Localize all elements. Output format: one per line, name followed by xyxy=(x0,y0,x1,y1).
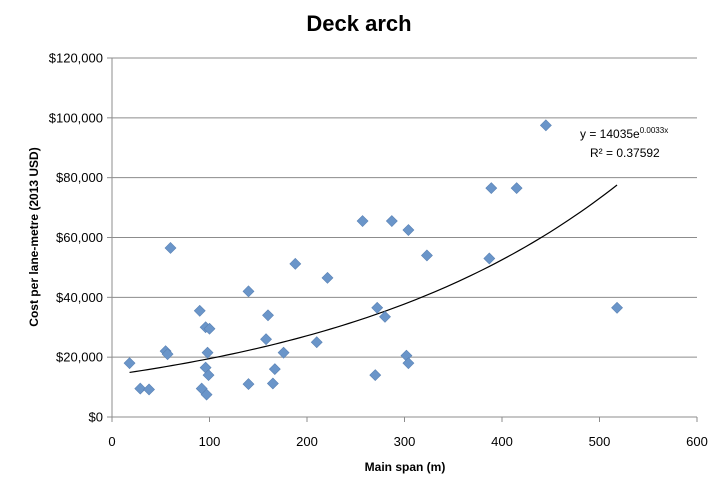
data-point xyxy=(421,249,433,262)
y-tick-label: $0 xyxy=(89,410,103,425)
x-tick-label: 600 xyxy=(686,434,708,449)
data-point xyxy=(200,388,213,401)
data-point xyxy=(201,346,214,359)
data-point xyxy=(510,182,523,195)
x-axis-title: Main span (m) xyxy=(365,460,446,474)
data-point xyxy=(143,383,155,396)
data-point xyxy=(310,336,323,349)
axes xyxy=(107,57,698,422)
x-tick-label: 200 xyxy=(296,434,318,449)
data-point xyxy=(402,224,415,236)
data-point xyxy=(262,309,274,322)
data-point xyxy=(202,369,215,382)
data-point xyxy=(356,215,369,227)
data-point xyxy=(321,271,334,284)
trendline-r2: R² = 0.37592 xyxy=(590,146,660,160)
data-point xyxy=(371,301,384,314)
x-tick-label: 0 xyxy=(108,434,115,449)
x-tick-labels: 0 100 200 300 400 500 600 xyxy=(108,434,707,449)
y-tick-label: $60,000 xyxy=(56,230,103,245)
data-point xyxy=(379,310,391,323)
x-tick-label: 300 xyxy=(394,434,416,449)
data-point xyxy=(369,369,382,382)
data-point xyxy=(260,333,272,346)
data-point xyxy=(483,252,496,265)
data-points xyxy=(123,119,623,401)
data-point xyxy=(402,357,415,370)
data-point xyxy=(539,119,552,132)
trendline-equation: y = 14035e0.0033x xyxy=(580,126,668,141)
data-point xyxy=(268,363,281,376)
y-tick-label: $80,000 xyxy=(56,170,103,185)
data-point xyxy=(134,382,147,395)
y-tick-label: $100,000 xyxy=(49,110,103,125)
data-point xyxy=(164,242,177,254)
x-tick-label: 400 xyxy=(491,434,513,449)
gridlines xyxy=(112,57,697,358)
trendline xyxy=(129,184,618,374)
y-tick-label: $120,000 xyxy=(49,51,103,66)
data-point xyxy=(123,357,136,370)
y-tick-label: $40,000 xyxy=(56,290,103,305)
data-point xyxy=(266,377,279,390)
data-point xyxy=(485,182,498,195)
y-tick-label: $20,000 xyxy=(56,350,103,365)
data-point xyxy=(203,322,216,335)
data-point xyxy=(193,304,206,317)
data-point xyxy=(385,215,398,227)
y-tick-labels: $0 $20,000 $40,000 $60,000 $80,000 $100,000 $1… xyxy=(49,51,103,425)
trendline-equation-exponent: 0.0033x xyxy=(640,126,668,135)
data-point xyxy=(242,378,255,391)
trendline-equation-base: y = 14035e xyxy=(580,127,640,141)
data-point xyxy=(277,346,290,359)
chart-title: Deck arch xyxy=(306,11,411,36)
data-point xyxy=(611,301,623,314)
data-point xyxy=(161,348,174,361)
y-axis-title: Cost per lane-metre (2013 USD) xyxy=(27,147,41,326)
data-point xyxy=(242,285,255,298)
data-point xyxy=(289,257,302,270)
x-tick-label: 100 xyxy=(199,434,221,449)
x-tick-label: 500 xyxy=(589,434,611,449)
